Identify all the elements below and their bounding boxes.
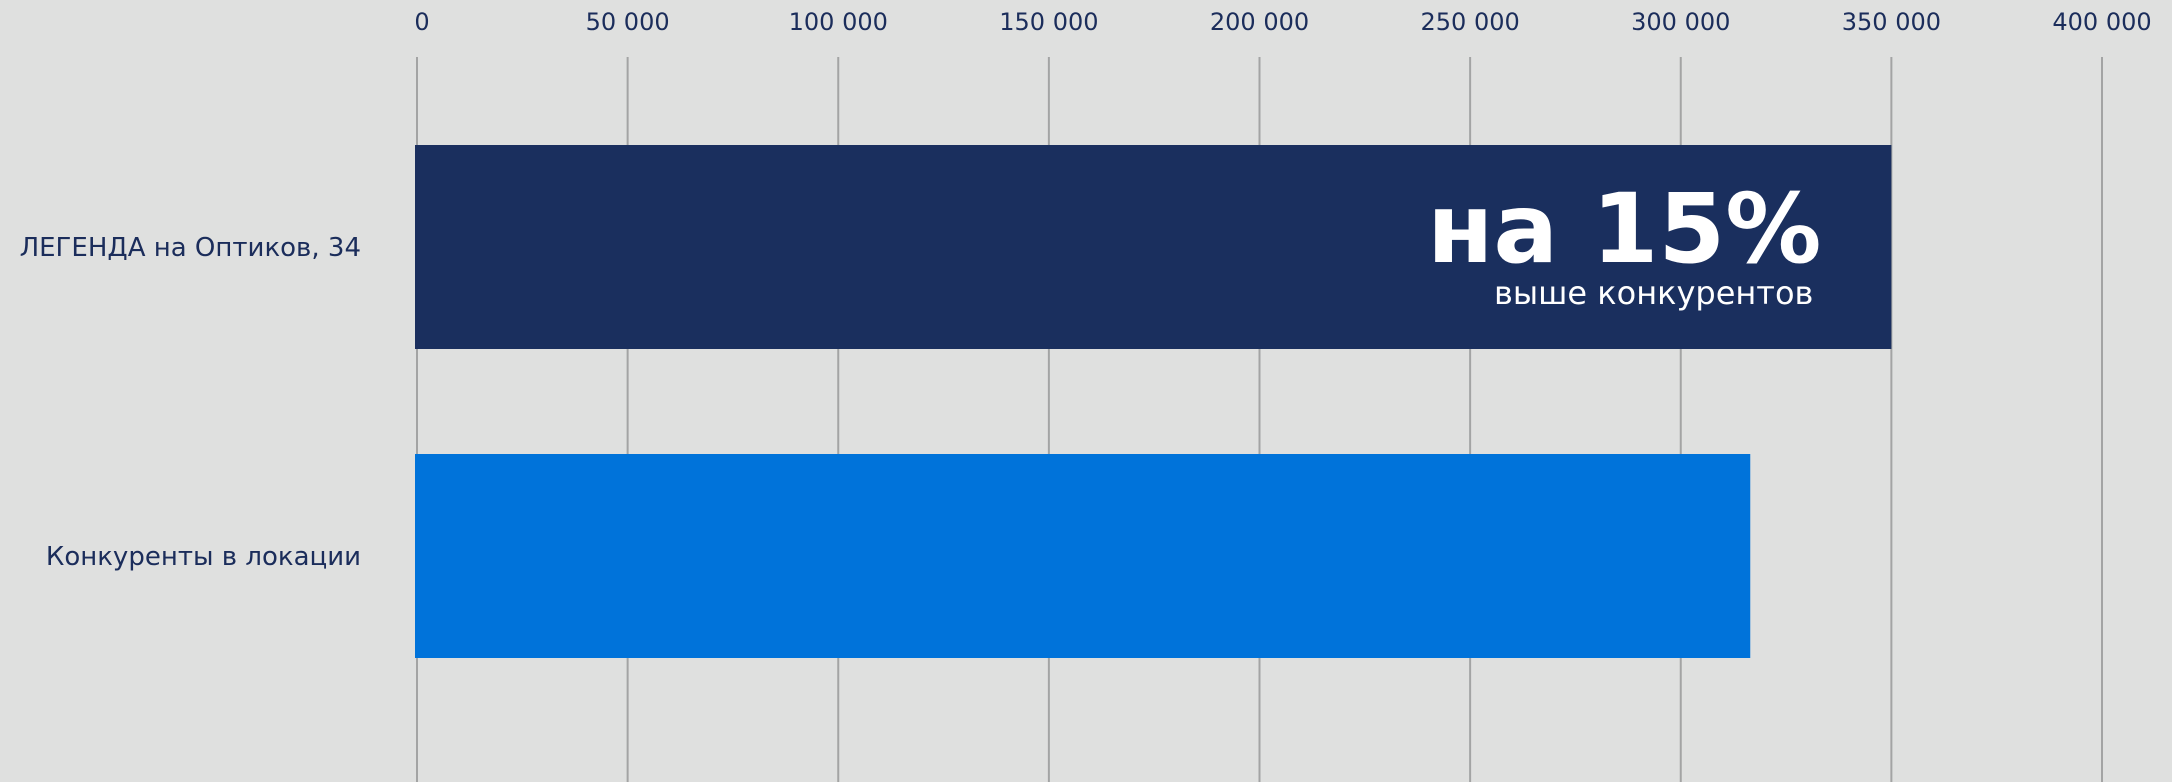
x-tick-label: 250 000 — [1421, 8, 1520, 36]
x-axis-tick-labels: 0 50 000 100 000 150 000 200 000 250 000 300 0… — [414, 8, 2151, 36]
x-tick-label: 50 000 — [586, 8, 670, 36]
x-tick-label: 400 000 — [2052, 8, 2151, 36]
x-tick-label: 200 000 — [1210, 8, 1309, 36]
x-tick-label: 100 000 — [789, 8, 888, 36]
annotation-subtitle: выше конкурентов — [1494, 274, 1813, 312]
annotation-percent: на 15% — [1427, 173, 1821, 285]
category-label: Конкуренты в локации — [46, 542, 361, 572]
x-tick-label: 150 000 — [999, 8, 1098, 36]
x-tick-label: 0 — [414, 8, 429, 36]
category-label: ЛЕГЕНДА на Оптиков, 34 — [20, 233, 361, 263]
bar-annotation: на 15% выше конкурентов — [1427, 173, 1821, 312]
bars — [415, 145, 1892, 658]
x-tick-label: 300 000 — [1631, 8, 1730, 36]
category-labels: ЛЕГЕНДА на Оптиков, 34 Конкуренты в локац… — [20, 233, 361, 572]
x-tick-label: 350 000 — [1842, 8, 1941, 36]
bar — [415, 145, 1892, 349]
bar — [415, 454, 1751, 658]
